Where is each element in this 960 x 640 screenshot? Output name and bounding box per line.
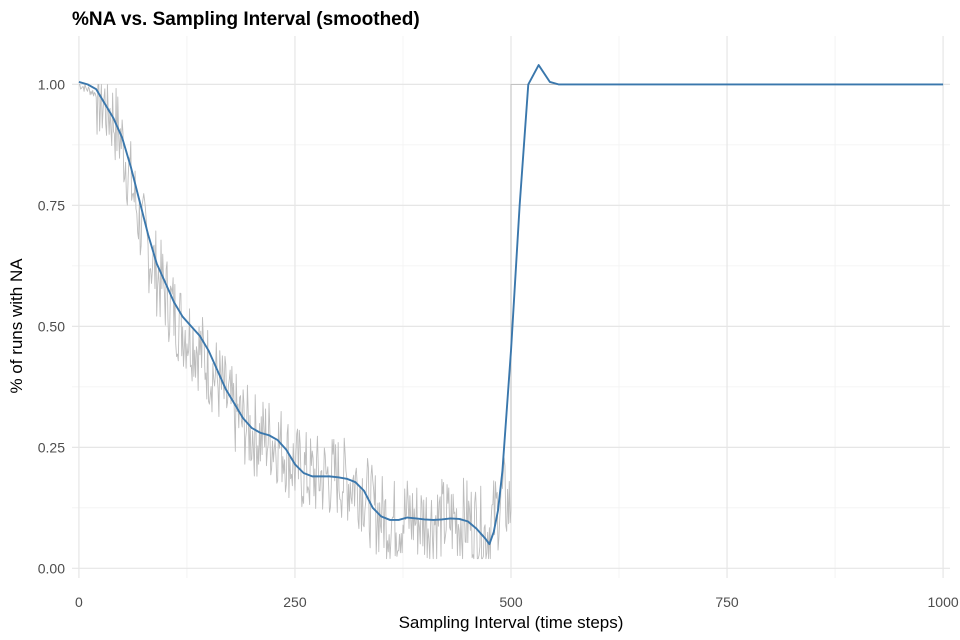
x-tick-label: 0 <box>75 594 83 610</box>
y-tick-labels: 0.00 0.25 0.50 0.75 1.00 <box>38 76 65 576</box>
y-tick-label: 0.75 <box>38 197 65 213</box>
y-tick-label: 0.50 <box>38 318 65 334</box>
y-tick-label: 0.00 <box>38 560 65 576</box>
x-tick-label: 750 <box>715 594 739 610</box>
x-axis-label: Sampling Interval (time steps) <box>399 613 624 632</box>
smoothed-series-line <box>78 64 944 546</box>
x-tick-label: 250 <box>283 594 307 610</box>
y-axis-label: % of runs with NA <box>7 258 26 394</box>
y-tick-label: 0.25 <box>38 439 65 455</box>
chart-title: %NA vs. Sampling Interval (smoothed) <box>72 9 420 30</box>
y-tick-label: 1.00 <box>38 76 65 92</box>
x-tick-label: 500 <box>499 594 523 610</box>
x-tick-label: 1000 <box>928 594 959 610</box>
raw-series-line <box>78 83 944 560</box>
series-layer <box>78 64 944 560</box>
x-tick-labels: 0 250 500 750 1000 <box>75 594 959 610</box>
